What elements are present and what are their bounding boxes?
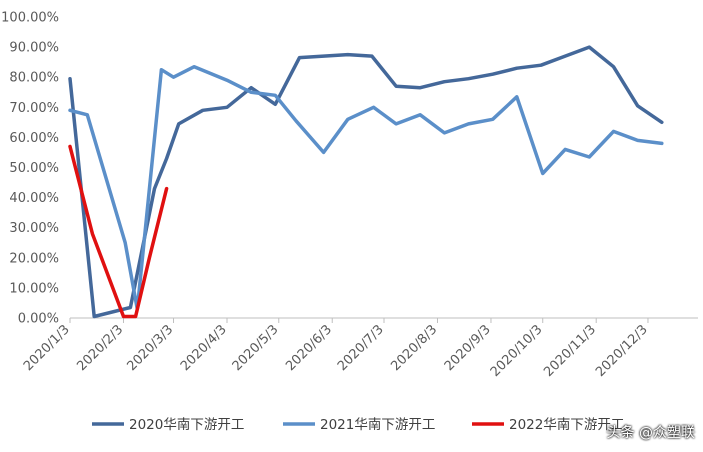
watermark-text: 头条 @众塑联: [606, 425, 695, 441]
legend-label: 2021华南下游开工: [320, 417, 435, 433]
y-tick-label: 0.00%: [18, 312, 59, 327]
legend-label: 2022华南下游开工: [509, 417, 624, 433]
x-tick-label: 2020/10/3: [488, 322, 546, 380]
x-tick-label: 2020/8/3: [388, 322, 440, 374]
x-tick-label: 2020/7/3: [335, 322, 387, 374]
y-tick-label: 90.00%: [9, 41, 59, 56]
y-tick-label: 60.00%: [9, 131, 59, 146]
y-tick-label: 100.00%: [1, 11, 59, 26]
x-tick-label: 2020/5/3: [230, 322, 282, 374]
y-tick-label: 30.00%: [9, 221, 59, 236]
series-line-1: [68, 45, 664, 319]
series-line-3: [68, 144, 169, 319]
y-tick-label: 40.00%: [9, 191, 59, 206]
x-tick-label: 2020/4/3: [178, 322, 230, 374]
x-tick-label: 2020/9/3: [442, 322, 494, 374]
legend-label: 2020华南下游开工: [129, 417, 244, 433]
x-tick-label: 2020/11/3: [541, 322, 599, 380]
y-tick-label: 20.00%: [9, 251, 59, 266]
y-tick-label: 80.00%: [9, 71, 59, 86]
x-tick-label: 2020/1/3: [21, 322, 73, 374]
y-tick-label: 70.00%: [9, 101, 59, 116]
y-tick-label: 50.00%: [9, 161, 59, 176]
x-tick-label: 2020/2/3: [74, 322, 126, 374]
x-tick-label: 2020/12/3: [593, 322, 651, 380]
x-tick-label: 2020/6/3: [283, 322, 335, 374]
x-tick-label: 2020/3/3: [124, 322, 176, 374]
y-tick-label: 10.00%: [9, 281, 59, 296]
series-line-2: [68, 64, 664, 311]
